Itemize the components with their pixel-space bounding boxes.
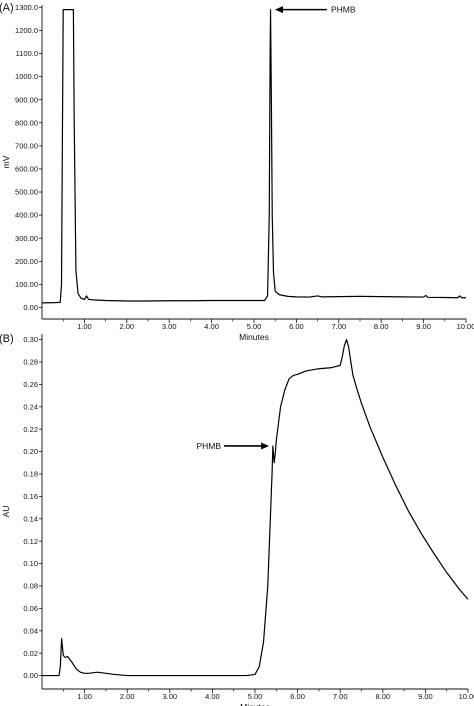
y-tick-label: 0.28 bbox=[23, 358, 38, 367]
x-tick-label: 5.00 bbox=[247, 322, 262, 331]
y-axis-title: AU bbox=[1, 506, 11, 518]
y-tick-label: 0.06 bbox=[23, 604, 38, 613]
phmb-annotation: PHMB bbox=[196, 441, 221, 451]
y-tick-label: 0.08 bbox=[23, 582, 38, 591]
y-tick-label: 0.24 bbox=[23, 402, 38, 411]
y-tick-label: 200.00 bbox=[15, 257, 38, 266]
y-tick-label: 1000.0 bbox=[15, 72, 38, 81]
x-tick-label: 7.00 bbox=[331, 322, 346, 331]
y-tick-label: 0.04 bbox=[23, 626, 38, 635]
x-tick-label: 9.00 bbox=[418, 692, 433, 701]
phmb-arrow-head bbox=[261, 442, 270, 450]
y-tick-label: 0.26 bbox=[23, 380, 38, 389]
y-tick-label: 0.02 bbox=[23, 649, 38, 658]
phmb-annotation: PHMB bbox=[331, 5, 356, 15]
x-tick-label: 1.00 bbox=[77, 692, 92, 701]
x-tick-label: 3.00 bbox=[162, 322, 177, 331]
y-axis-title: mV bbox=[1, 155, 11, 168]
x-tick-label: 4.00 bbox=[204, 322, 219, 331]
y-tick-label: 600.00 bbox=[15, 165, 38, 174]
y-tick-label: 1300.0 bbox=[15, 3, 38, 12]
y-tick-label: 700.00 bbox=[15, 141, 38, 150]
x-tick-label: 9.00 bbox=[416, 322, 431, 331]
phmb-arrow-head bbox=[274, 6, 283, 14]
y-tick-label: 400.00 bbox=[15, 211, 38, 220]
x-tick-label: 7.00 bbox=[333, 692, 348, 701]
y-tick-label: 0.14 bbox=[23, 514, 38, 523]
y-tick-label: 0.16 bbox=[23, 492, 38, 501]
y-tick-label: 0.18 bbox=[23, 470, 38, 479]
x-axis-title: Minutes bbox=[240, 702, 270, 706]
x-tick-label: 2.00 bbox=[120, 692, 135, 701]
x-tick-label: 8.00 bbox=[374, 322, 389, 331]
panel-label: (B) bbox=[0, 333, 14, 345]
x-tick-label: 2.00 bbox=[119, 322, 134, 331]
y-tick-label: 0.22 bbox=[23, 425, 38, 434]
chromatogram-trace bbox=[41, 9, 466, 304]
y-tick-label: 0.00 bbox=[23, 671, 38, 680]
y-tick-label: 0.00 bbox=[23, 303, 38, 312]
x-tick-label: 3.00 bbox=[162, 692, 177, 701]
x-axis-title: Minutes bbox=[239, 332, 269, 342]
y-tick-label: 1200.0 bbox=[15, 26, 38, 35]
panel-label: (A) bbox=[0, 2, 14, 14]
y-tick-label: 300.00 bbox=[15, 234, 38, 243]
x-tick-label: 8.00 bbox=[375, 692, 390, 701]
x-tick-label: 4.00 bbox=[205, 692, 220, 701]
x-tick-label: 6.00 bbox=[289, 322, 304, 331]
y-tick-label: 0.30 bbox=[23, 335, 38, 344]
y-tick-label: 900.00 bbox=[15, 95, 38, 104]
x-tick-label: 1.00 bbox=[77, 322, 92, 331]
y-tick-label: 500.00 bbox=[15, 188, 38, 197]
x-tick-label: 5.00 bbox=[248, 692, 263, 701]
x-tick-label: 10.00 bbox=[459, 692, 474, 701]
y-tick-label: 1100.0 bbox=[16, 49, 38, 58]
y-tick-label: 100.00 bbox=[15, 280, 38, 289]
y-tick-label: 0.20 bbox=[23, 447, 38, 456]
y-tick-label: 0.12 bbox=[23, 537, 38, 546]
y-tick-label: 0.10 bbox=[23, 559, 38, 568]
x-tick-label: 6.00 bbox=[290, 692, 305, 701]
chromatogram-trace bbox=[42, 339, 469, 677]
x-tick-label: 10.00 bbox=[457, 322, 474, 331]
y-tick-label: 800.00 bbox=[15, 118, 38, 127]
